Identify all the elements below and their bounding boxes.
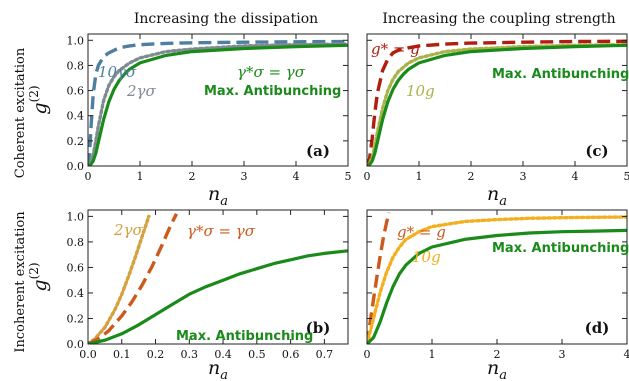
x-tick-label: 0 — [85, 170, 92, 183]
plot-frame — [87, 33, 349, 167]
x-tick-label: 1 — [416, 170, 423, 183]
series-line-d-0 — [367, 212, 391, 344]
annotation-a-1: 2γσ — [126, 82, 157, 100]
x-tick-label: 1 — [429, 348, 436, 361]
series-group — [88, 213, 348, 344]
y-tick-label: 0.4 — [67, 287, 85, 300]
annotation-c-1: 10g — [406, 82, 435, 100]
column-title-dissipation: Increasing the dissipation — [134, 11, 318, 27]
panel-label: (d) — [585, 319, 610, 337]
x-tick-label: 0 — [364, 348, 371, 361]
y-axis-label: g(2) — [27, 85, 51, 114]
panel-d: 0 1 2 3 4 na (d) g* = g 10g Max. Antibunching — [364, 209, 629, 381]
panel-label: (a) — [306, 142, 330, 160]
annotation-b-0: 2γσ — [113, 221, 144, 239]
panel-label: (c) — [585, 142, 608, 160]
x-axis-label: na — [487, 183, 507, 209]
y-tick-label: 0.2 — [67, 312, 85, 325]
plot-frame — [87, 209, 349, 345]
y-axis-label: g(2) — [27, 262, 51, 291]
x-axis-label: na — [487, 357, 507, 381]
annotation-a-0: 10γσ — [98, 63, 137, 81]
annotation-c-0: g* = g — [371, 40, 420, 58]
y-tick-label: 1.0 — [67, 34, 85, 47]
x-tick-label: 4 — [624, 348, 629, 361]
x-tick-label: 5 — [624, 170, 629, 183]
panel-a: 0 1 2 3 4 5 0.0 0.2 0.4 0.6 0.8 1.0 na g(2) (a) 10γσ2γσ… — [27, 33, 352, 209]
x-tick-label: 3 — [241, 170, 248, 183]
x-tick-label: 0.4 — [214, 348, 232, 361]
x-tick-label: 4 — [572, 170, 579, 183]
row-title-incoherent: Incoherent excitation — [13, 211, 28, 353]
y-tick-label: 0.6 — [67, 261, 85, 274]
series-group — [88, 39, 348, 166]
panel-c: 0 1 2 3 4 5 na (c) g* = g 10g Max. Antibunching — [364, 33, 629, 209]
series-line-b-1 — [88, 213, 179, 344]
y-tick-label: 0.4 — [67, 110, 85, 123]
x-tick-label: 0.6 — [282, 348, 300, 361]
series-line-c-1 — [367, 43, 627, 166]
x-tick-label: 2 — [494, 348, 501, 361]
panel-label: (b) — [306, 319, 331, 337]
y-tick-label: 0.8 — [67, 59, 85, 72]
x-tick-label: 2 — [189, 170, 196, 183]
x-tick-label: 3 — [520, 170, 527, 183]
x-tick-label: 4 — [293, 170, 300, 183]
panel-b: 0.0 0.1 0.2 0.3 0.4 0.5 0.6 0.7 0.0 0.2 0.4 0.6 0.8 1… — [27, 209, 349, 381]
x-tick-label: 0 — [364, 170, 371, 183]
annotation-a-2: γ*σ = γσ — [237, 63, 306, 81]
series-line-b-2 — [88, 249, 348, 344]
x-tick-label: 0.7 — [316, 348, 334, 361]
series-line-a-2 — [88, 43, 348, 166]
x-tick-label: 2 — [468, 170, 475, 183]
annotation-b-2: Max. Antibunching — [176, 329, 313, 344]
x-axis-label: na — [208, 183, 228, 209]
series-line-b-0 — [88, 214, 151, 344]
x-tick-label: 3 — [559, 348, 566, 361]
x-tick-label: 0.2 — [147, 348, 165, 361]
y-tick-label: 0.0 — [67, 338, 85, 351]
y-tick-label: 0.6 — [67, 85, 85, 98]
annotation-b-1: γ*σ = γσ — [187, 222, 256, 240]
series-line-a-1 — [88, 42, 348, 166]
series-line-d-2 — [367, 228, 627, 344]
x-tick-label: 5 — [345, 170, 352, 183]
annotation-d-2: Max. Antibunching — [492, 241, 629, 256]
x-tick-label: 0.0 — [79, 348, 97, 361]
y-tick-label: 0.2 — [67, 135, 85, 148]
y-tick-label: 0.0 — [67, 160, 85, 173]
annotation-d-0: g* = g — [397, 223, 446, 241]
plot-frame — [366, 33, 628, 167]
series-line-d-1 — [367, 215, 627, 344]
series-line-c-2 — [367, 43, 627, 166]
series-group — [367, 212, 627, 344]
x-tick-label: 1 — [137, 170, 144, 183]
series-line-c-0 — [367, 39, 627, 166]
annotation-c-2: Max. Antibunching — [492, 67, 629, 82]
y-tick-label: 0.8 — [67, 236, 85, 249]
y-tick-label: 1.0 — [67, 210, 85, 223]
row-title-coherent: Coherent excitation — [13, 47, 28, 178]
x-tick-label: 0.3 — [181, 348, 199, 361]
series-line-a-0 — [88, 39, 348, 166]
column-title-coupling: Increasing the coupling strength — [382, 11, 615, 27]
x-tick-label: 0.1 — [113, 348, 131, 361]
annotation-d-1: 10g — [412, 248, 441, 266]
series-group — [367, 39, 627, 166]
x-tick-label: 0.5 — [248, 348, 266, 361]
x-axis-label: na — [208, 357, 228, 381]
annotation-a-3: Max. Antibunching — [204, 84, 341, 99]
